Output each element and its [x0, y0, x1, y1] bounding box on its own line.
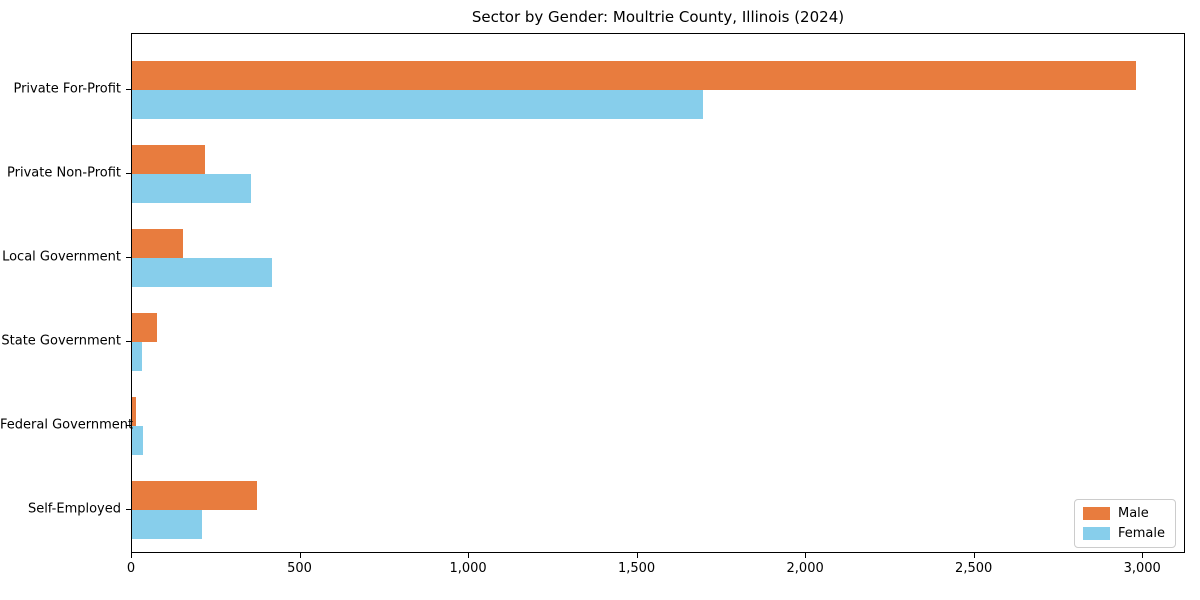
legend-label-female: Female [1117, 526, 1165, 541]
y-axis-tick [126, 425, 131, 426]
bar-female-2 [132, 258, 272, 287]
y-axis-tick [126, 89, 131, 90]
x-axis-label-0: 0 [126, 561, 136, 576]
bar-male-2 [132, 229, 183, 258]
x-axis-label-3: 1,500 [617, 561, 656, 576]
bar-male-1 [132, 145, 206, 174]
y-axis-label-0: Private For-Profit [13, 81, 121, 97]
x-axis-tick [468, 553, 470, 558]
legend-swatch-female [1082, 527, 1110, 540]
bar-female-3 [132, 342, 143, 371]
legend-label-male: Male [1117, 506, 1149, 521]
x-axis-label-5: 2,500 [955, 561, 993, 576]
y-axis-label-2: Local Government [2, 249, 121, 265]
y-axis-label-1: Private Non-Profit [7, 165, 121, 181]
x-axis-label-1: 500 [287, 561, 312, 576]
bar-female-0 [132, 90, 703, 119]
x-axis-tick [973, 553, 975, 558]
bar-female-5 [132, 510, 203, 539]
legend-entry-female: Female [1082, 526, 1165, 541]
bar-male-0 [132, 61, 1136, 90]
y-axis-label-3: State Government [1, 333, 121, 349]
x-axis-label-2: 1,000 [449, 561, 487, 576]
x-axis-tick [1142, 553, 1144, 558]
y-axis-tick [126, 173, 131, 174]
y-axis-tick [126, 341, 131, 342]
legend-swatch-male [1082, 507, 1110, 520]
y-axis-label-4: Federal Government [0, 417, 134, 433]
bar-male-4 [132, 397, 137, 426]
legend-entry-male: Male [1082, 506, 1165, 521]
y-axis-tick [126, 257, 131, 258]
bar-female-1 [132, 174, 251, 203]
bar-male-3 [132, 313, 157, 342]
y-axis-tick [126, 509, 131, 510]
x-axis-label-6: 3,000 [1123, 561, 1161, 576]
plot-area: Male Female [131, 33, 1185, 553]
bar-female-4 [132, 426, 143, 455]
y-axis-label-5: Self-Employed [27, 501, 121, 517]
x-axis-tick [131, 553, 132, 558]
chart-title: Sector by Gender: Moultrie County, Illin… [471, 8, 845, 26]
bar-male-5 [132, 481, 258, 510]
x-axis-tick [805, 553, 807, 558]
x-axis-tick [636, 553, 638, 558]
x-axis-tick [299, 553, 301, 558]
x-axis-label-4: 2,000 [786, 561, 824, 576]
legend: Male Female [1073, 499, 1176, 548]
